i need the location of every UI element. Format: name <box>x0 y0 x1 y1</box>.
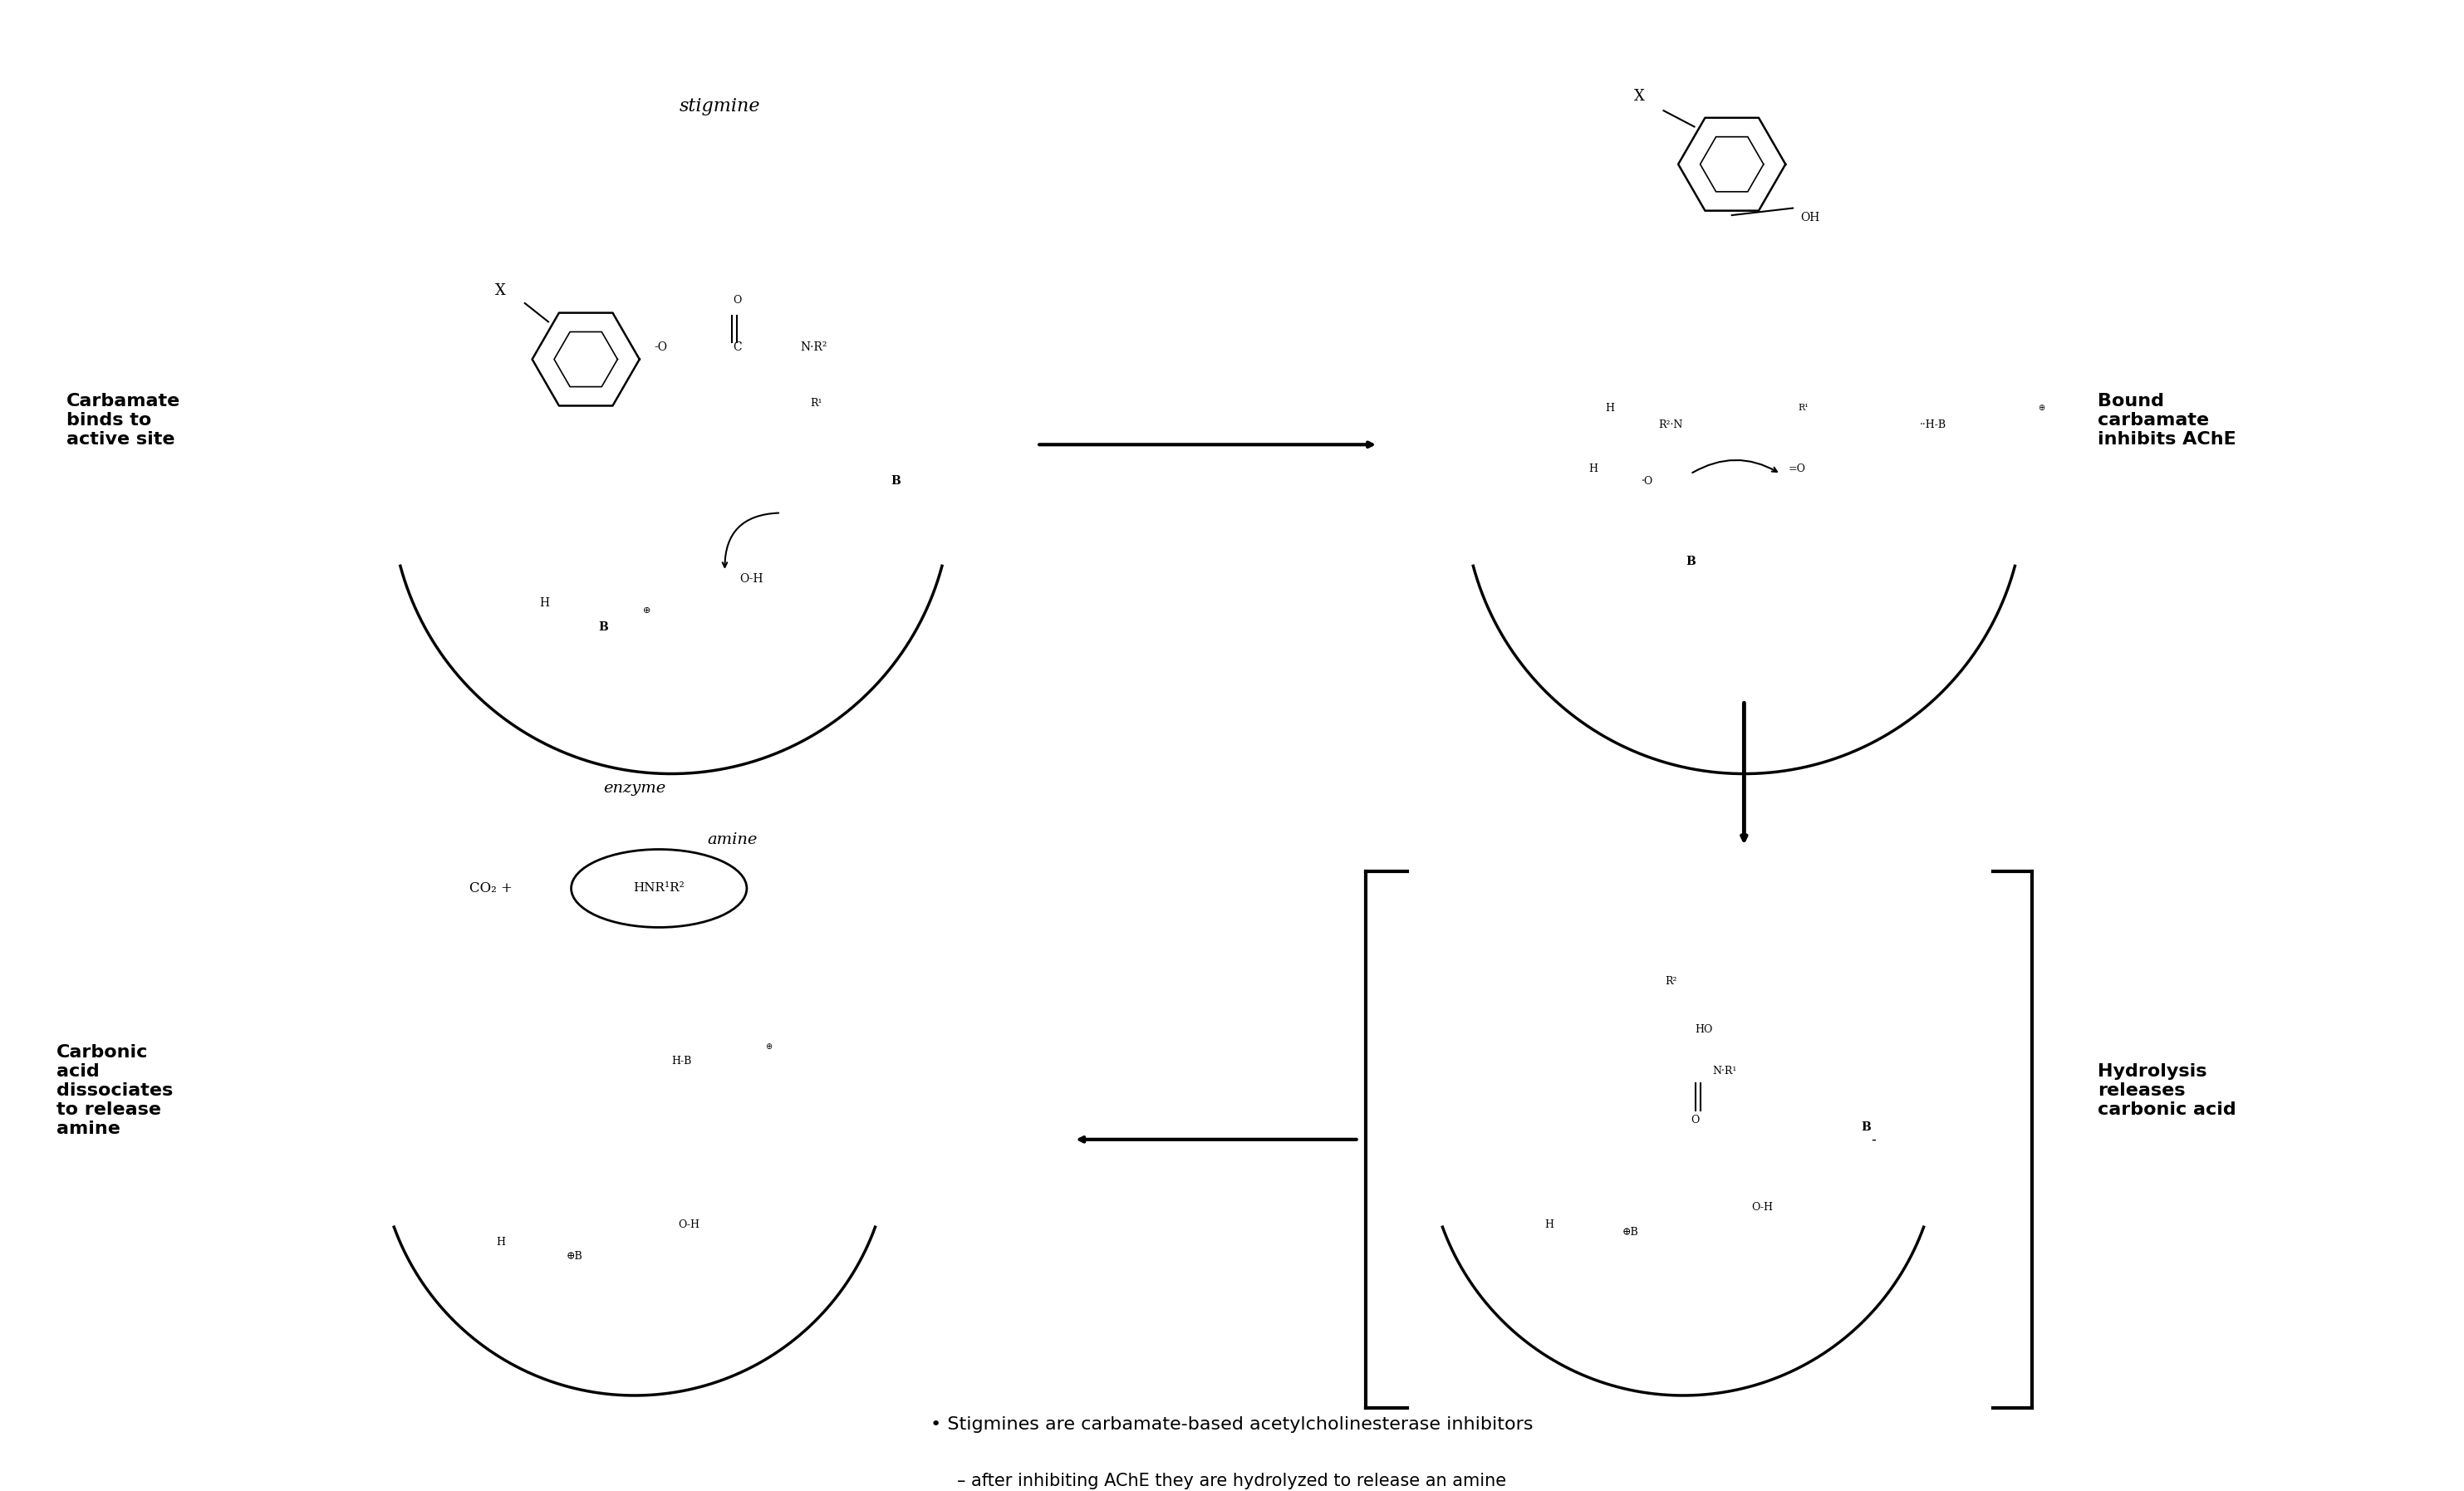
Text: -: - <box>1870 1132 1875 1147</box>
Text: N·R¹: N·R¹ <box>1712 1066 1737 1077</box>
Text: O: O <box>1690 1115 1700 1126</box>
Text: HO: HO <box>1695 1024 1712 1035</box>
Text: ⊕B: ⊕B <box>1621 1227 1639 1238</box>
Text: Bound
carbamate
inhibits AChE: Bound carbamate inhibits AChE <box>2097 392 2237 447</box>
Text: H: H <box>540 598 549 608</box>
Text: H: H <box>1589 464 1597 474</box>
Text: amine: amine <box>707 832 756 847</box>
Text: ·O: ·O <box>1641 476 1653 486</box>
Text: OH: OH <box>1801 212 1818 224</box>
Text: B: B <box>1685 556 1695 568</box>
Text: R¹: R¹ <box>811 398 823 409</box>
Text: R¹: R¹ <box>1799 404 1809 412</box>
Text: stigmine: stigmine <box>680 97 761 115</box>
Text: -O: -O <box>653 341 668 353</box>
Text: enzyme: enzyme <box>604 781 665 796</box>
Text: B: B <box>599 622 609 634</box>
Text: O: O <box>732 295 742 306</box>
Text: CO₂ +: CO₂ + <box>471 881 513 896</box>
Text: R²: R² <box>1666 975 1678 987</box>
Text: X: X <box>495 283 505 298</box>
Text: ⊕: ⊕ <box>643 607 650 614</box>
Text: B: B <box>890 476 899 488</box>
Text: C: C <box>732 341 742 353</box>
Text: – after inhibiting AChE they are hydrolyzed to release an amine: – after inhibiting AChE they are hydroly… <box>958 1473 1506 1490</box>
Text: Carbonic
acid
dissociates
to release
amine: Carbonic acid dissociates to release ami… <box>57 1044 172 1138</box>
Text: ⊕B: ⊕B <box>567 1251 582 1261</box>
Text: Hydrolysis
releases
carbonic acid: Hydrolysis releases carbonic acid <box>2097 1063 2237 1118</box>
Text: H-B: H-B <box>670 1056 692 1068</box>
Text: HNR¹R²: HNR¹R² <box>633 883 685 895</box>
Text: ⊕: ⊕ <box>766 1042 771 1051</box>
Text: N·R²: N·R² <box>801 341 828 353</box>
Text: ··H-B: ··H-B <box>1919 419 1947 431</box>
Text: B: B <box>1860 1121 1870 1133</box>
Text: R²·N: R²·N <box>1658 419 1683 431</box>
Text: O-H: O-H <box>678 1220 700 1230</box>
Text: X: X <box>1634 88 1643 103</box>
Text: H: H <box>1545 1220 1555 1230</box>
Text: Carbamate
binds to
active site: Carbamate binds to active site <box>67 392 180 447</box>
Text: • Stigmines are carbamate-based acetylcholinesterase inhibitors: • Stigmines are carbamate-based acetylch… <box>931 1416 1533 1433</box>
Text: ⊕: ⊕ <box>2038 404 2045 412</box>
Text: H: H <box>1607 403 1614 413</box>
Text: O-H: O-H <box>1752 1202 1774 1214</box>
Text: O-H: O-H <box>739 573 764 584</box>
Text: H: H <box>495 1236 505 1248</box>
Text: =O: =O <box>1789 464 1806 474</box>
